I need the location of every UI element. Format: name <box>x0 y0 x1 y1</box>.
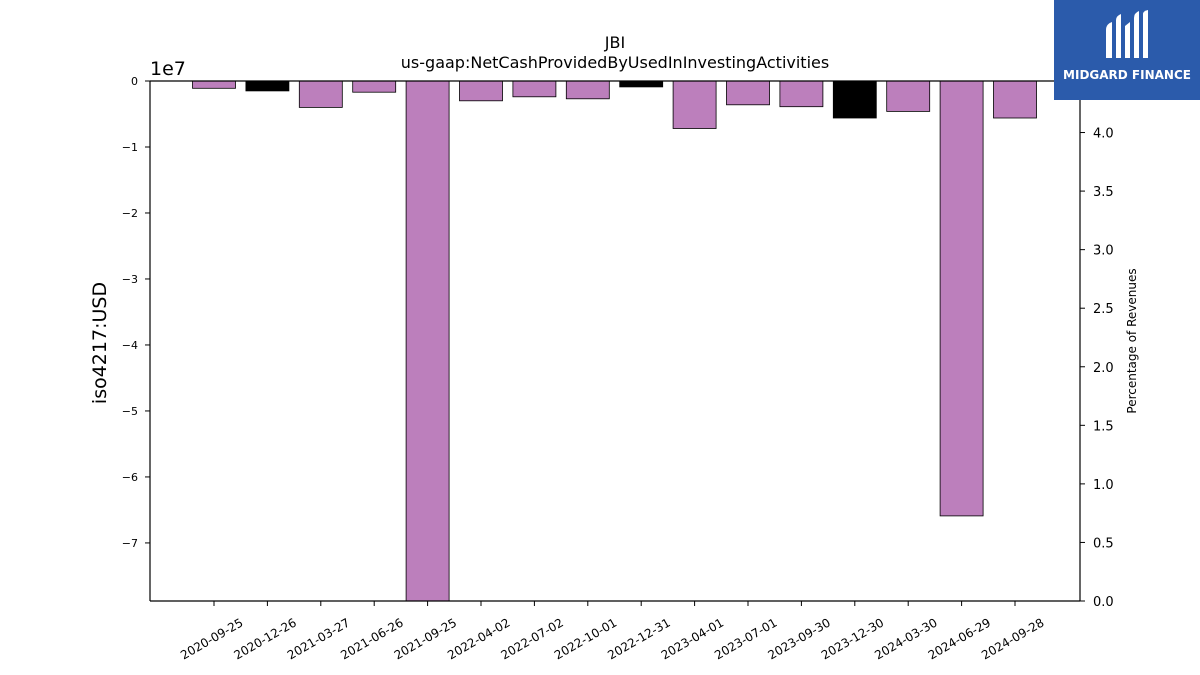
y2tick-label: 2.0 <box>1093 361 1114 376</box>
y2tick-label: 3.0 <box>1093 244 1114 259</box>
logo: MIDGARD FINANCE <box>1054 0 1200 100</box>
bar-2024-09-28 <box>993 80 1037 119</box>
ytick-label: 0 <box>131 75 138 88</box>
ytick-label: −7 <box>122 537 138 550</box>
bar-2023-09-30 <box>779 80 824 108</box>
bar-2024-03-30 <box>886 80 931 112</box>
chart-subtitle: us-gaap:NetCashProvidedByUsedInInvesting… <box>400 53 830 72</box>
ytick-label: −3 <box>122 273 138 286</box>
bar-2021-06-26 <box>352 80 397 93</box>
bar-2022-07-02 <box>512 80 557 98</box>
bar-2024-06-29 <box>939 80 984 517</box>
bar-2020-12-26 <box>245 80 290 92</box>
logo-text: MIDGARD FINANCE <box>1063 68 1191 82</box>
y2tick-label: 0.5 <box>1093 536 1114 551</box>
y2tick-label: 1.0 <box>1093 478 1114 493</box>
bar-2021-03-27 <box>298 80 343 108</box>
bar-2020-09-25 <box>192 80 236 89</box>
bars-group <box>192 80 1037 602</box>
bar-2021-09-25 <box>405 80 450 602</box>
y-axis-label: iso4217:USD <box>89 282 111 404</box>
bar-2023-12-30 <box>832 80 877 119</box>
y2tick-label: 3.5 <box>1093 185 1114 200</box>
bar-2022-04-02 <box>459 80 503 102</box>
y2tick-label: 0.0 <box>1093 595 1114 610</box>
bar-2022-10-01 <box>565 80 610 100</box>
chart-title: JBI <box>604 33 626 52</box>
y-offset-label: 1e7 <box>150 58 186 80</box>
ytick-label: −6 <box>122 471 138 484</box>
ytick-label: −1 <box>122 141 138 154</box>
y2tick-label: 4.0 <box>1093 127 1114 142</box>
ytick-label: −2 <box>122 207 138 220</box>
bar-2022-12-31 <box>619 80 664 88</box>
bar-2023-07-01 <box>726 80 770 106</box>
ytick-label: −5 <box>122 405 138 418</box>
y2tick-label: 1.5 <box>1093 419 1114 434</box>
midgard-logo-icon <box>1106 10 1148 58</box>
y2-axis-label: Percentage of Revenues <box>1125 268 1139 413</box>
ytick-label: −4 <box>122 339 138 352</box>
y2tick-label: 2.5 <box>1093 302 1114 317</box>
bar-2023-04-01 <box>672 80 717 129</box>
